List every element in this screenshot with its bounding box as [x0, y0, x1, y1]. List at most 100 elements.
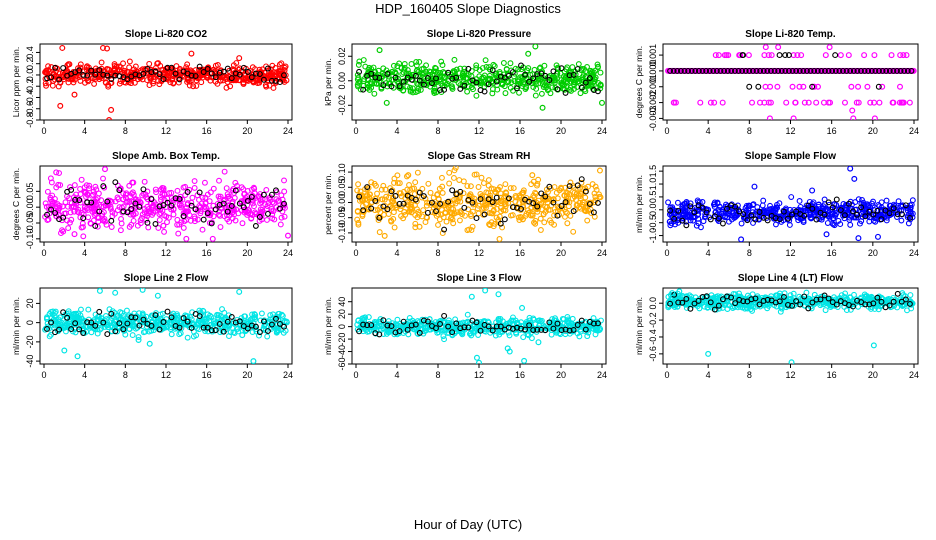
- data-point: [445, 198, 452, 205]
- data-point: [509, 69, 516, 75]
- data-point: [244, 325, 251, 332]
- data-point: [717, 67, 724, 74]
- data-point: [168, 189, 175, 196]
- data-point: [840, 67, 846, 74]
- data-point: [59, 217, 66, 224]
- data-point: [847, 166, 854, 172]
- data-point: [84, 192, 91, 198]
- data-point: [489, 90, 496, 97]
- data-point: [543, 196, 550, 203]
- data-point: [150, 327, 157, 334]
- data-point: [514, 85, 520, 92]
- data-point: [76, 197, 83, 204]
- data-point: [136, 310, 143, 317]
- data-point: [454, 209, 461, 216]
- data-point: [99, 44, 106, 51]
- data-point: [875, 83, 882, 90]
- data-point: [853, 99, 860, 106]
- data-point: [70, 203, 77, 210]
- data-point: [670, 99, 677, 106]
- data-point: [198, 79, 205, 86]
- data-point: [837, 52, 844, 59]
- data-point: [256, 329, 263, 336]
- data-point: [258, 310, 265, 317]
- y-tick-label: -0.05: [25, 213, 35, 234]
- data-point: [755, 216, 762, 223]
- data-point: [481, 88, 488, 95]
- data-point: [710, 67, 717, 74]
- data-point: [854, 67, 861, 74]
- data-point: [809, 83, 816, 90]
- data-point: [130, 212, 137, 218]
- data-point: [387, 202, 394, 209]
- data-point: [208, 70, 215, 77]
- data-point: [558, 80, 565, 87]
- data-point: [249, 64, 256, 71]
- data-point: [510, 314, 516, 321]
- data-point: [566, 186, 573, 192]
- x-tick-label: 20: [556, 126, 566, 136]
- data-point: [789, 209, 796, 215]
- data-point: [418, 70, 425, 77]
- data-point: [530, 84, 537, 91]
- data-point: [396, 328, 403, 335]
- data-point: [803, 207, 810, 214]
- data-point: [871, 214, 878, 221]
- data-point: [531, 66, 538, 73]
- data-point: [780, 208, 787, 215]
- data-point: [439, 62, 446, 69]
- data-point: [175, 230, 182, 237]
- data-point: [574, 66, 581, 72]
- data-point: [711, 99, 718, 106]
- data-point: [220, 200, 227, 207]
- data-point: [485, 196, 492, 203]
- data-point: [805, 202, 812, 209]
- data-point: [124, 76, 131, 83]
- data-point: [276, 61, 283, 68]
- data-point: [733, 210, 740, 217]
- data-point: [58, 319, 65, 326]
- data-point: [250, 78, 256, 84]
- data-point: [156, 217, 163, 223]
- data-point: [467, 183, 474, 190]
- data-point: [532, 92, 539, 99]
- data-point: [570, 208, 577, 215]
- data-point: [811, 211, 818, 218]
- data-point: [753, 208, 760, 215]
- data-point: [746, 67, 753, 74]
- data-point: [672, 99, 679, 106]
- data-point: [847, 221, 854, 228]
- data-point: [236, 288, 243, 295]
- data-point: [890, 205, 897, 212]
- data-point: [183, 205, 190, 212]
- data-point: [164, 64, 171, 71]
- data-point: [762, 44, 769, 51]
- y-tick-label: -60: [337, 357, 347, 370]
- data-point: [58, 230, 64, 237]
- data-point: [534, 326, 541, 333]
- data-point: [57, 182, 64, 189]
- data-point: [247, 316, 254, 323]
- data-point: [272, 65, 279, 71]
- data-point: [123, 307, 130, 314]
- data-point: [441, 86, 448, 93]
- data-point: [366, 328, 373, 335]
- data-point: [450, 175, 457, 181]
- data-point: [850, 115, 857, 120]
- data-point: [84, 72, 91, 79]
- data-point: [113, 63, 120, 70]
- data-point: [236, 55, 243, 62]
- data-point: [764, 217, 771, 224]
- x-tick-label: 8: [747, 248, 752, 258]
- data-point: [396, 180, 403, 187]
- data-point: [845, 52, 852, 59]
- data-point: [832, 52, 839, 59]
- data-point: [764, 67, 771, 74]
- data-point: [439, 174, 445, 181]
- data-point: [524, 80, 531, 87]
- data-point: [192, 73, 199, 79]
- y-tick-label: 1.0: [648, 178, 658, 191]
- data-point: [384, 322, 391, 329]
- y-tick-label: 0.2: [25, 57, 35, 70]
